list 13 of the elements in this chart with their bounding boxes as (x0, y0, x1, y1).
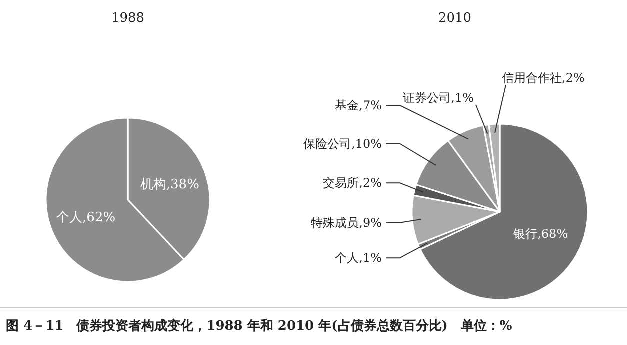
chart-title: 1988 (111, 11, 145, 26)
slice-label: 个人,62% (56, 210, 116, 226)
slice-label: 保险公司,10% (304, 136, 382, 151)
slice-label: 基金,7% (335, 98, 382, 113)
slice-label: 个人,1% (335, 251, 382, 266)
chart-title: 2010 (438, 11, 472, 26)
slice-label: 机构,38% (140, 177, 200, 192)
slice-label: 信用合作社,2% (502, 71, 585, 85)
slice-label: 交易所,2% (323, 176, 382, 190)
caption: 图 4－11 债券投资者构成变化，1988 年和 2010 年(占债券总数百分比) 单位：% (6, 318, 513, 334)
slice-label: 银行,68% (512, 226, 568, 241)
slice-label: 证券公司,1% (403, 91, 474, 105)
slice-label: 特殊成员,9% (311, 216, 382, 230)
